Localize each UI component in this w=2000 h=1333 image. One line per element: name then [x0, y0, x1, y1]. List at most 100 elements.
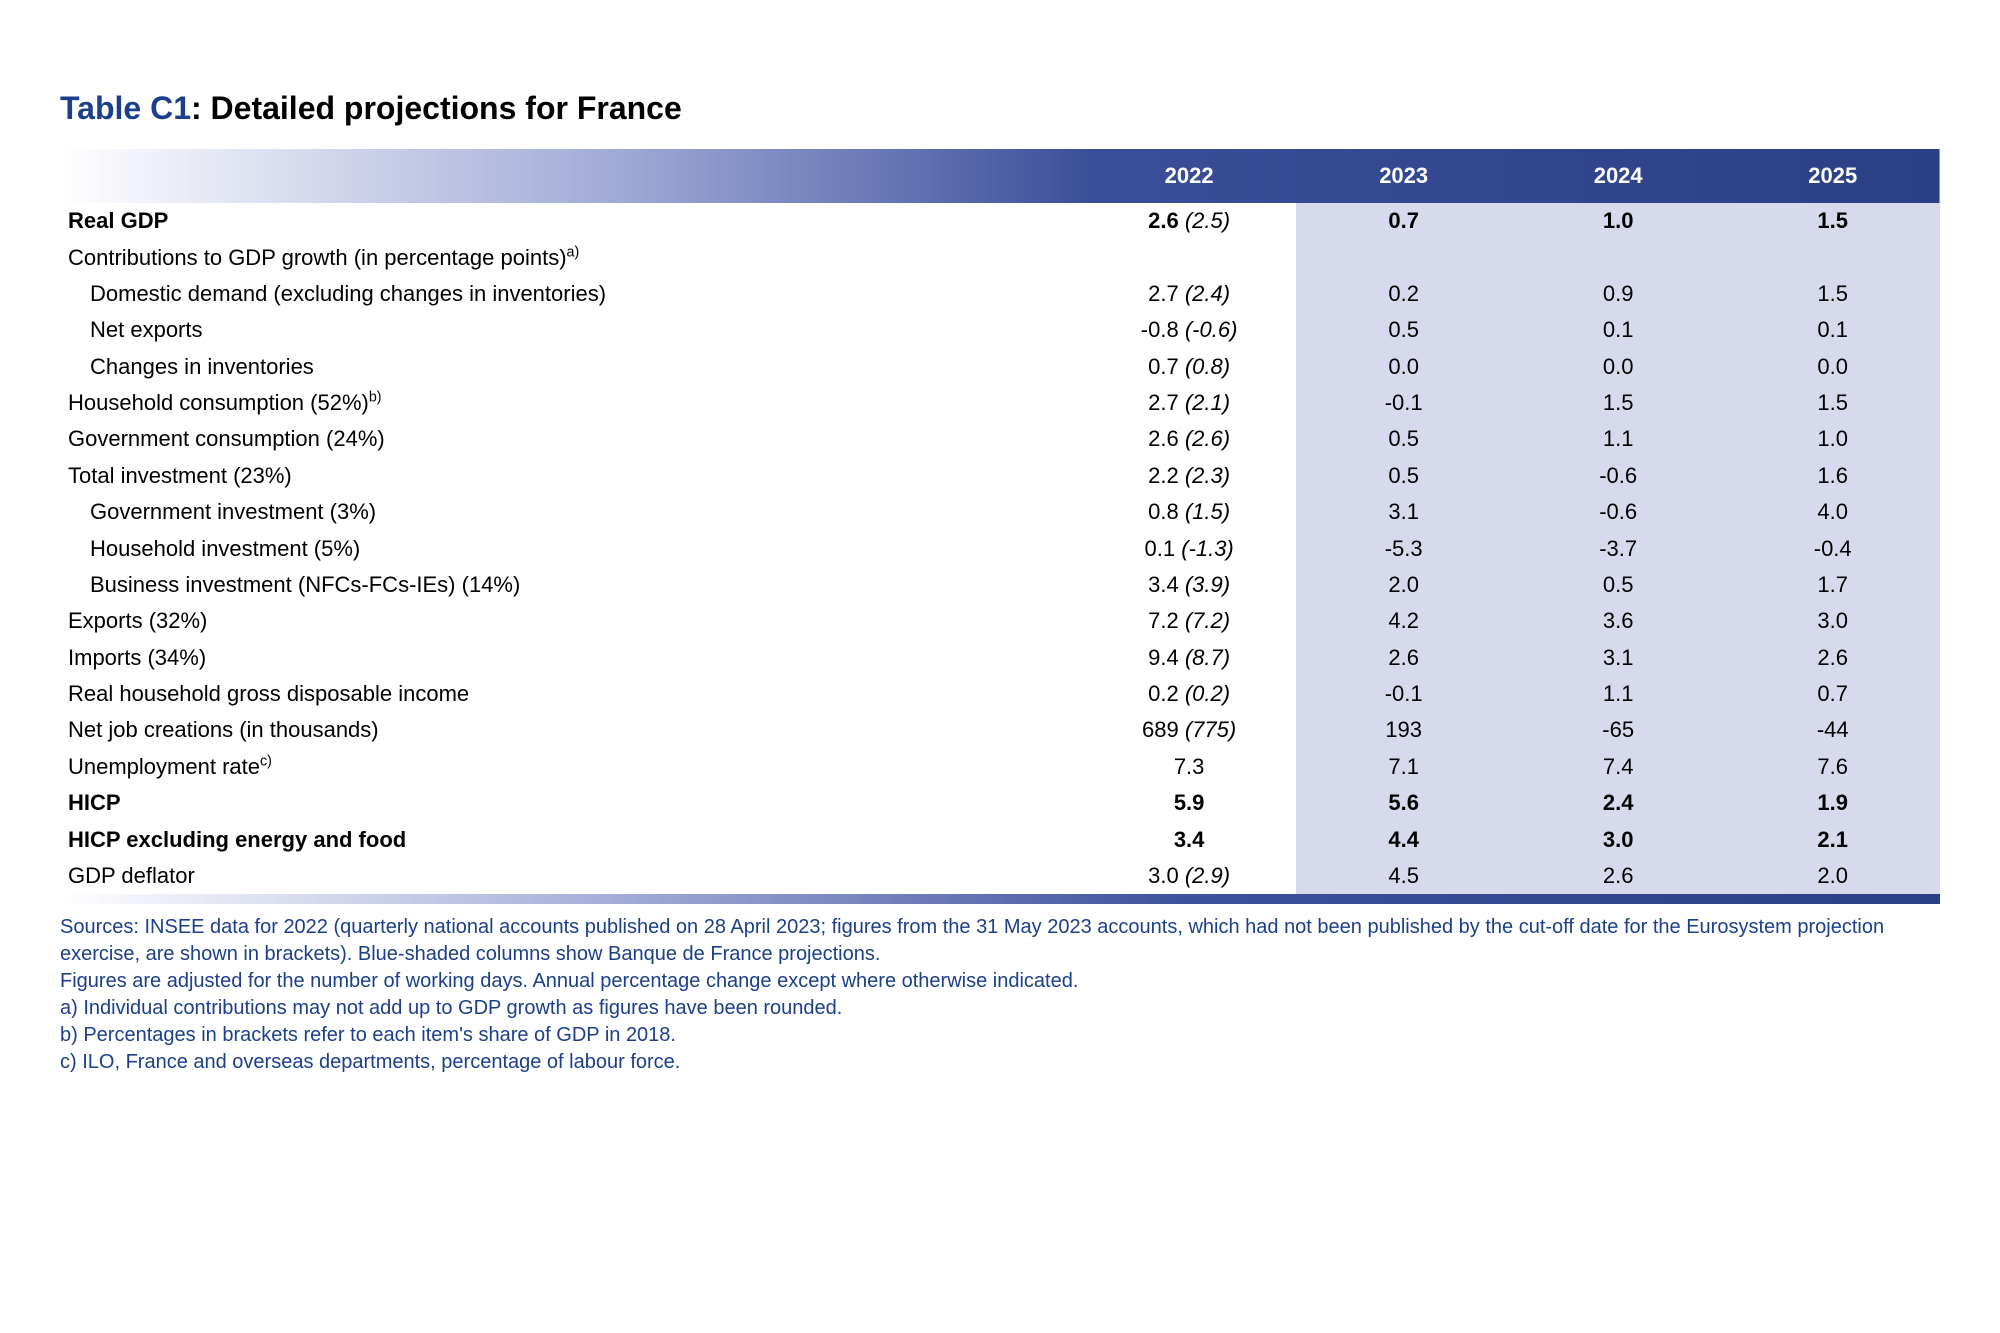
- value-cell: 0.9: [1511, 276, 1726, 312]
- row-label-text: GDP deflator: [68, 863, 195, 888]
- value-paren: (-1.3): [1181, 536, 1234, 561]
- value-cell: 2.1: [1725, 821, 1940, 857]
- value-cell: 0.7: [1296, 203, 1511, 239]
- value-main: 5.9: [1174, 790, 1205, 815]
- table-row: Changes in inventories0.7 (0.8)0.00.00.0: [60, 349, 1940, 385]
- table-row: Contributions to GDP growth (in percenta…: [60, 239, 1940, 275]
- value-main: 2.6: [1817, 645, 1848, 670]
- table-row: Real household gross disposable income 0.…: [60, 676, 1940, 712]
- value-paren: (7.2): [1185, 608, 1230, 633]
- value-main: 0.0: [1388, 354, 1419, 379]
- value-main: 4.2: [1388, 608, 1419, 633]
- value-main: 0.7: [1817, 681, 1848, 706]
- table-row: Government investment (3%)0.8 (1.5)3.1-0…: [60, 494, 1940, 530]
- value-main: 3.1: [1388, 499, 1419, 524]
- value-cell: 3.1: [1296, 494, 1511, 530]
- row-label: Household investment (5%): [60, 530, 1082, 566]
- row-label: Changes in inventories: [60, 349, 1082, 385]
- value-main: 0.8: [1148, 499, 1179, 524]
- value-cell: 9.4 (8.7): [1082, 640, 1297, 676]
- value-paren: (8.7): [1185, 645, 1230, 670]
- value-main: 7.4: [1603, 754, 1634, 779]
- value-cell: 4.5: [1296, 858, 1511, 894]
- value-main: 3.0: [1603, 827, 1634, 852]
- value-main: 2.2: [1148, 463, 1179, 488]
- value-paren: (775): [1185, 717, 1236, 742]
- value-cell: -0.1: [1296, 676, 1511, 712]
- value-main: 2.6: [1148, 208, 1179, 233]
- page-root: Table C1: Detailed projections for Franc…: [0, 0, 2000, 1333]
- value-cell: 1.0: [1511, 203, 1726, 239]
- value-main: 1.5: [1817, 390, 1848, 415]
- value-main: 193: [1385, 717, 1422, 742]
- value-cell: 0.8 (1.5): [1082, 494, 1297, 530]
- row-label: Contributions to GDP growth (in percenta…: [60, 239, 1082, 275]
- row-label-text: Real household gross disposable income: [68, 681, 469, 706]
- value-main: -0.6: [1599, 463, 1637, 488]
- value-cell: 1.9: [1725, 785, 1940, 821]
- note-line: c) ILO, France and overseas departments,…: [60, 1049, 1940, 1076]
- header-year-1: 2023: [1296, 149, 1511, 203]
- value-cell: 7.1: [1296, 749, 1511, 785]
- value-paren: (2.6): [1185, 426, 1230, 451]
- row-label-text: Government consumption (24%): [68, 426, 385, 451]
- value-cell: 2.6 (2.6): [1082, 421, 1297, 457]
- value-main: 3.0: [1817, 608, 1848, 633]
- row-label: GDP deflator: [60, 858, 1082, 894]
- row-label: Imports (34%): [60, 640, 1082, 676]
- value-paren: (1.5): [1185, 499, 1230, 524]
- value-main: 0.5: [1603, 572, 1634, 597]
- value-main: 2.6: [1148, 426, 1179, 451]
- row-superscript: c): [260, 753, 272, 769]
- note-line: Figures are adjusted for the number of w…: [60, 968, 1940, 995]
- value-cell: 2.6: [1511, 858, 1726, 894]
- row-label-text: Domestic demand (excluding changes in in…: [90, 281, 606, 306]
- row-label-text: HICP excluding energy and food: [68, 827, 406, 852]
- value-cell: 2.0: [1296, 567, 1511, 603]
- row-label-text: Imports (34%): [68, 645, 206, 670]
- value-main: 2.0: [1388, 572, 1419, 597]
- projections-table: 2022 2023 2024 2025 Real GDP 2.6 (2.5) 0.7…: [60, 149, 1940, 894]
- value-cell: 0.5: [1296, 312, 1511, 348]
- table-row: Total investment (23%)2.2 (2.3)0.5-0.61.…: [60, 458, 1940, 494]
- table-row: Net job creations (in thousands)689 (775…: [60, 712, 1940, 748]
- value-cell: 0.5: [1296, 421, 1511, 457]
- value-main: -3.7: [1599, 536, 1637, 561]
- value-cell: 2.0: [1725, 858, 1940, 894]
- row-label: HICP excluding energy and food: [60, 821, 1082, 857]
- value-cell: 1.5: [1511, 385, 1726, 421]
- value-main: 7.3: [1174, 754, 1205, 779]
- value-paren: (2.5): [1185, 208, 1230, 233]
- value-cell: 7.3: [1082, 749, 1297, 785]
- table-row: Real GDP2.6 (2.5)0.71.01.5: [60, 203, 1940, 239]
- value-main: 0.7: [1388, 208, 1419, 233]
- value-cell: [1296, 239, 1511, 275]
- value-main: 1.1: [1603, 426, 1634, 451]
- note-line: Sources: INSEE data for 2022 (quarterly …: [60, 914, 1940, 968]
- value-paren: (0.2): [1185, 681, 1230, 706]
- note-line: b) Percentages in brackets refer to each…: [60, 1022, 1940, 1049]
- value-main: 2.7: [1148, 281, 1179, 306]
- value-main: 1.5: [1603, 390, 1634, 415]
- header-blank: [60, 149, 1082, 203]
- value-main: 0.1: [1144, 536, 1175, 561]
- row-label: Real GDP: [60, 203, 1082, 239]
- table-row: Business investment (NFCs-FCs-IEs) (14%)…: [60, 567, 1940, 603]
- value-cell: [1082, 239, 1297, 275]
- value-main: 1.1: [1603, 681, 1634, 706]
- value-cell: 0.1: [1511, 312, 1726, 348]
- row-label: HICP: [60, 785, 1082, 821]
- row-label-text: Unemployment rate: [68, 754, 260, 779]
- header-year-3: 2025: [1725, 149, 1940, 203]
- table-header: 2022 2023 2024 2025: [60, 149, 1940, 203]
- value-cell: -0.1: [1296, 385, 1511, 421]
- value-main: 3.1: [1603, 645, 1634, 670]
- row-superscript: b): [369, 390, 382, 406]
- value-main: 3.0: [1148, 863, 1179, 888]
- row-label-text: Household investment (5%): [90, 536, 360, 561]
- value-main: 1.0: [1817, 426, 1848, 451]
- value-main: 1.5: [1817, 281, 1848, 306]
- value-paren: (2.1): [1185, 390, 1230, 415]
- row-label: Unemployment ratec): [60, 749, 1082, 785]
- row-label: Business investment (NFCs-FCs-IEs) (14%): [60, 567, 1082, 603]
